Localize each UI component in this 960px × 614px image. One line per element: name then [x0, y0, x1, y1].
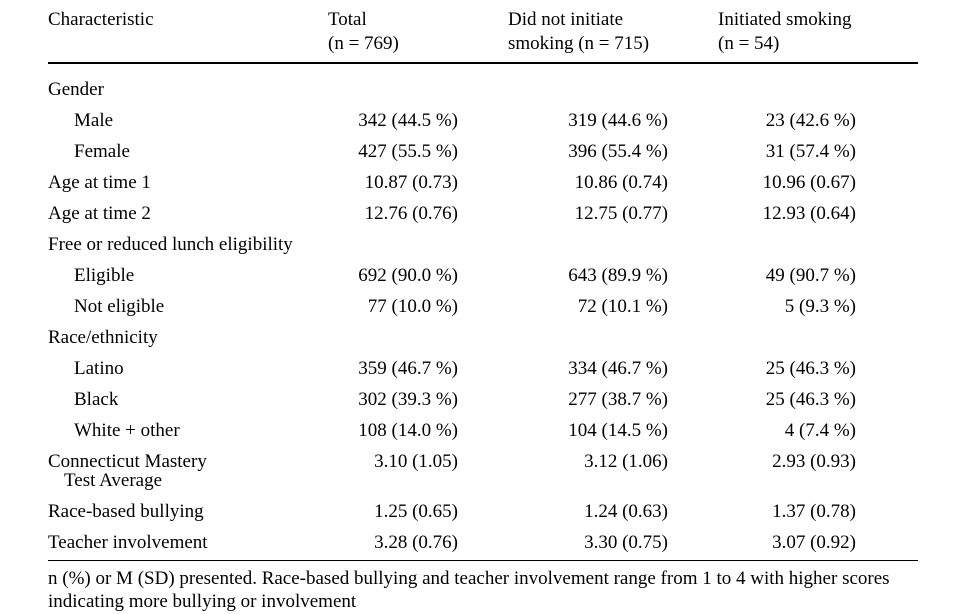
cell: 77 (10.0 %)	[328, 291, 508, 322]
cell: 1.37 (0.78)	[718, 496, 918, 527]
table-row: White + other108 (14.0 %)104 (14.5 %)4 (…	[48, 415, 918, 446]
cell: 396 (55.4 %)	[508, 136, 718, 167]
cell: 12.76 (0.76)	[328, 198, 508, 229]
cell: 1.25 (0.65)	[328, 496, 508, 527]
row-label: Teacher involvement	[48, 527, 328, 561]
cell: 302 (39.3 %)	[328, 384, 508, 415]
cell: 3.28 (0.76)	[328, 527, 508, 561]
characteristics-table: Characteristic Total (n = 769) Did not i…	[48, 8, 918, 561]
cell: 319 (44.6 %)	[508, 105, 718, 136]
table-row: Not eligible77 (10.0 %)72 (10.1 %)5 (9.3…	[48, 291, 918, 322]
table-body: GenderMale342 (44.5 %)319 (44.6 %)23 (42…	[48, 63, 918, 561]
cell: 3.30 (0.75)	[508, 527, 718, 561]
cell	[508, 229, 718, 260]
cell: 3.07 (0.92)	[718, 527, 918, 561]
table-row: Race-based bullying1.25 (0.65)1.24 (0.63…	[48, 496, 918, 527]
cell: 1.24 (0.63)	[508, 496, 718, 527]
cell: 334 (46.7 %)	[508, 353, 718, 384]
col2-sub: smoking (n = 715)	[508, 33, 649, 54]
table-row: Teacher involvement3.28 (0.76)3.30 (0.75…	[48, 527, 918, 561]
table-row: Latino359 (46.7 %)334 (46.7 %)25 (46.3 %…	[48, 353, 918, 384]
row-label: Gender	[48, 63, 328, 105]
table-footnote: n (%) or M (SD) presented. Race-based bu…	[48, 561, 912, 614]
table-row: Black302 (39.3 %)277 (38.7 %)25 (46.3 %)	[48, 384, 918, 415]
row-label: Age at time 2	[48, 198, 328, 229]
col0-label: Characteristic	[48, 9, 154, 30]
table-row: Female427 (55.5 %)396 (55.4 %)31 (57.4 %…	[48, 136, 918, 167]
col3-label: Initiated smoking	[718, 9, 852, 30]
col1-sub: (n = 769)	[328, 33, 399, 54]
cell: 342 (44.5 %)	[328, 105, 508, 136]
cell: 3.12 (1.06)	[508, 446, 718, 496]
table-row: Age at time 110.87 (0.73)10.86 (0.74)10.…	[48, 167, 918, 198]
row-label: Age at time 1	[48, 167, 328, 198]
cell: 427 (55.5 %)	[328, 136, 508, 167]
cell	[718, 322, 918, 353]
cell: 12.75 (0.77)	[508, 198, 718, 229]
row-label: Not eligible	[48, 291, 328, 322]
cell: 4 (7.4 %)	[718, 415, 918, 446]
cell	[508, 322, 718, 353]
cell: 72 (10.1 %)	[508, 291, 718, 322]
row-label: Male	[48, 105, 328, 136]
table-row: Race/ethnicity	[48, 322, 918, 353]
row-label: Connecticut MasteryTest Average	[48, 446, 328, 496]
cell: 10.87 (0.73)	[328, 167, 508, 198]
col-initiated: Initiated smoking (n = 54)	[718, 8, 918, 63]
cell: 5 (9.3 %)	[718, 291, 918, 322]
cell: 104 (14.5 %)	[508, 415, 718, 446]
cell: 10.96 (0.67)	[718, 167, 918, 198]
cell: 25 (46.3 %)	[718, 384, 918, 415]
row-label-line1: Connecticut Mastery	[48, 452, 328, 471]
cell	[508, 63, 718, 105]
row-label-line2: Test Average	[48, 471, 328, 490]
table-row: Gender	[48, 63, 918, 105]
col-characteristic: Characteristic	[48, 8, 328, 63]
table-page: Characteristic Total (n = 769) Did not i…	[0, 0, 960, 601]
col-no-initiate: Did not initiate smoking (n = 715)	[508, 8, 718, 63]
header-row: Characteristic Total (n = 769) Did not i…	[48, 8, 918, 63]
cell	[328, 63, 508, 105]
cell	[718, 229, 918, 260]
row-label: Black	[48, 384, 328, 415]
row-label: White + other	[48, 415, 328, 446]
cell: 31 (57.4 %)	[718, 136, 918, 167]
table-row: Connecticut MasteryTest Average3.10 (1.0…	[48, 446, 918, 496]
cell: 12.93 (0.64)	[718, 198, 918, 229]
table-row: Age at time 212.76 (0.76)12.75 (0.77)12.…	[48, 198, 918, 229]
col2-label: Did not initiate	[508, 9, 623, 30]
col1-label: Total	[328, 9, 367, 30]
cell: 23 (42.6 %)	[718, 105, 918, 136]
cell: 25 (46.3 %)	[718, 353, 918, 384]
row-label: Free or reduced lunch eligibility	[48, 229, 328, 260]
col3-sub: (n = 54)	[718, 33, 779, 54]
cell: 692 (90.0 %)	[328, 260, 508, 291]
cell: 108 (14.0 %)	[328, 415, 508, 446]
cell	[718, 63, 918, 105]
cell	[328, 322, 508, 353]
col-total: Total (n = 769)	[328, 8, 508, 63]
row-label: Race/ethnicity	[48, 322, 328, 353]
row-label: Eligible	[48, 260, 328, 291]
cell: 2.93 (0.93)	[718, 446, 918, 496]
cell: 643 (89.9 %)	[508, 260, 718, 291]
cell: 277 (38.7 %)	[508, 384, 718, 415]
cell: 3.10 (1.05)	[328, 446, 508, 496]
row-label: Female	[48, 136, 328, 167]
cell: 49 (90.7 %)	[718, 260, 918, 291]
table-row: Free or reduced lunch eligibility	[48, 229, 918, 260]
cell: 10.86 (0.74)	[508, 167, 718, 198]
table-row: Male342 (44.5 %)319 (44.6 %)23 (42.6 %)	[48, 105, 918, 136]
table-row: Eligible692 (90.0 %)643 (89.9 %)49 (90.7…	[48, 260, 918, 291]
cell	[328, 229, 508, 260]
row-label: Race-based bullying	[48, 496, 328, 527]
cell: 359 (46.7 %)	[328, 353, 508, 384]
row-label: Latino	[48, 353, 328, 384]
